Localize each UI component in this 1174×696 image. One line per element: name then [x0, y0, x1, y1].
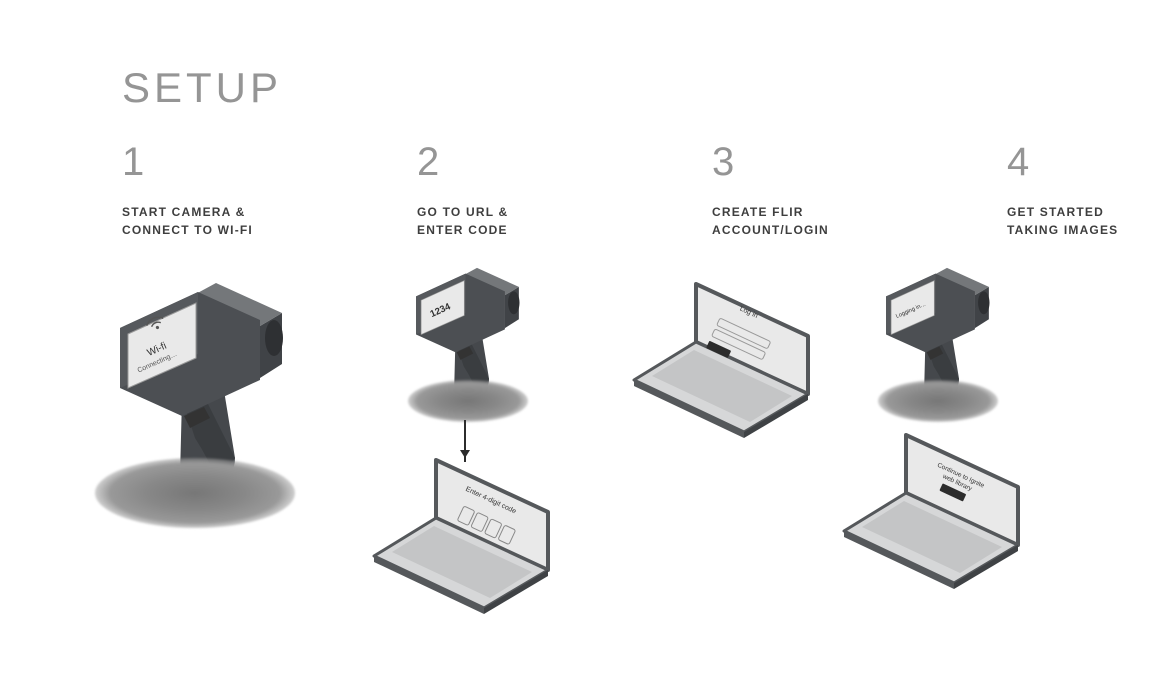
camera-shadow: [408, 380, 528, 422]
step-2-number: 2: [417, 140, 607, 185]
step-3: 3 CREATE FLIR ACCOUNT/LOGIN: [712, 140, 902, 239]
step-4-number: 4: [1007, 140, 1174, 185]
step-2-illustration: 1234 Enter 4-digit code: [400, 252, 540, 422]
step-1-label: START CAMERA & CONNECT TO WI-FI: [122, 203, 312, 239]
step-2: 2 GO TO URL & ENTER CODE: [417, 140, 607, 239]
laptop-icon: Log in: [632, 276, 842, 446]
camera-shadow: [878, 380, 998, 422]
laptop-icon: Enter 4-digit code: [372, 452, 582, 622]
steps-row: 1 START CAMERA & CONNECT TO WI-FI 2 GO T…: [122, 140, 1174, 239]
step-4: 4 GET STARTED TAKING IMAGES: [1007, 140, 1174, 239]
step-1-number: 1: [122, 140, 312, 185]
camera-shadow: [95, 458, 295, 528]
step-3-number: 3: [712, 140, 902, 185]
step-1: 1 START CAMERA & CONNECT TO WI-FI: [122, 140, 312, 239]
step-3-label: CREATE FLIR ACCOUNT/LOGIN: [712, 203, 902, 239]
laptop-icon: Continue to Ignite web library: [842, 427, 1052, 597]
page-title: SETUP: [122, 64, 282, 112]
step-1-illustration: Wi-fi Connecting…: [100, 258, 310, 523]
step-3-illustration: Log in: [632, 276, 842, 446]
step-4-illustration: Logging in… Continue to Ignite web libra…: [870, 252, 1010, 422]
step-2-label: GO TO URL & ENTER CODE: [417, 203, 607, 239]
step-4-label: GET STARTED TAKING IMAGES: [1007, 203, 1174, 239]
